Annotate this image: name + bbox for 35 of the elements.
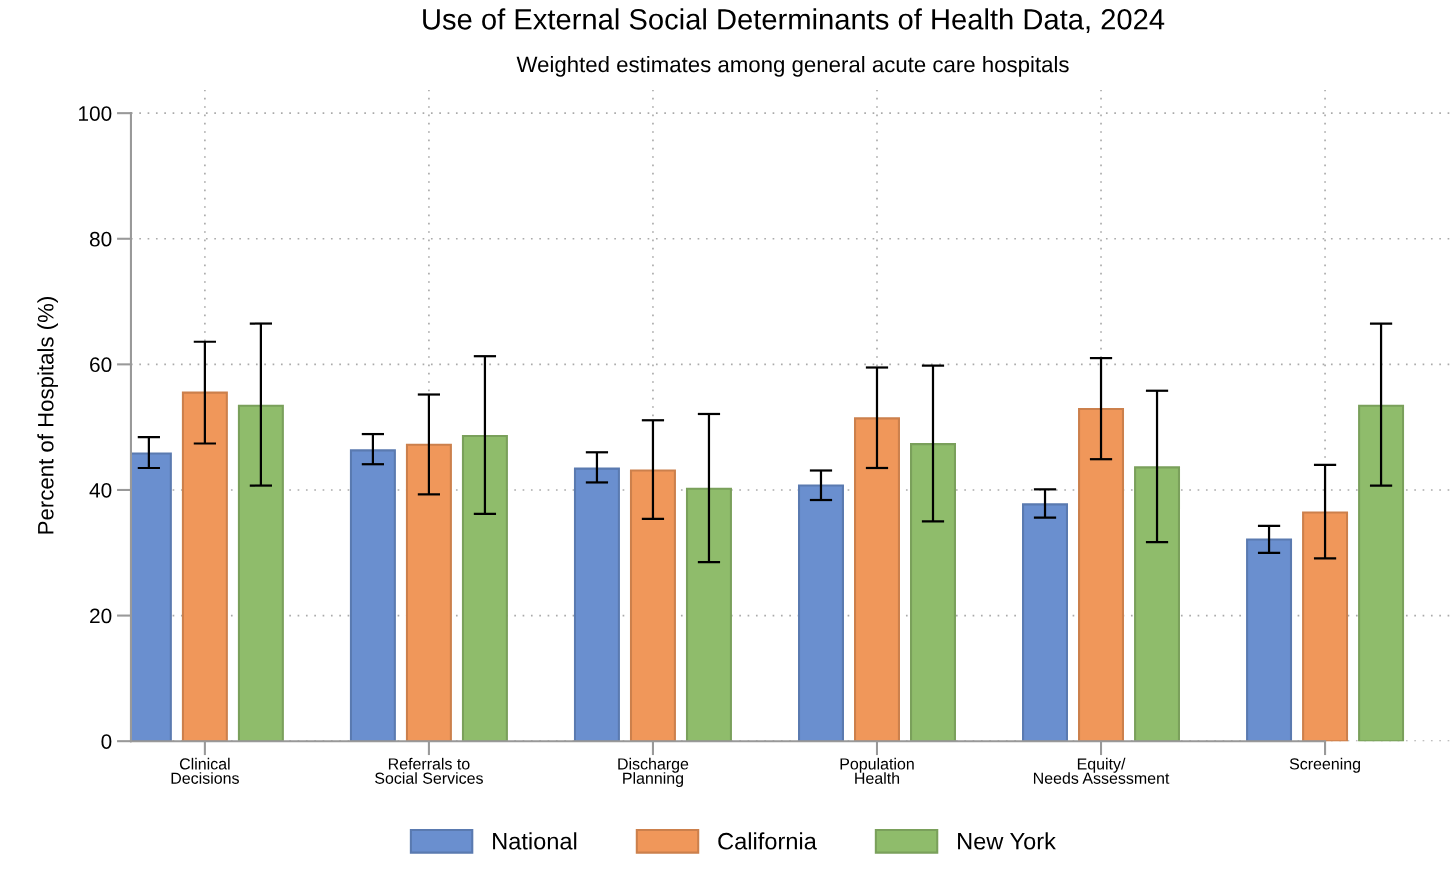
chart-title: Use of External Social Determinants of Health Data, 2024 [423,8,1165,34]
bar [573,467,620,742]
x-tick-label: Clinical Decisions [171,757,239,784]
bar [405,443,452,742]
bar [1246,538,1293,742]
legend-label: National [493,832,577,850]
bar [1078,407,1125,742]
bar [629,469,676,742]
x-tick-label: Population Health [840,757,914,784]
legend-label: California [718,832,817,850]
x-tick-label: Equity/ Needs Assessment [1033,757,1170,784]
y-tick-label: 60 [90,357,112,373]
bar [853,417,900,742]
bar [1022,503,1069,742]
y-tick-label: 40 [89,482,112,498]
chart-subtitle: Weighted estimates among general acute care hospitals [516,55,1069,77]
bar [1302,511,1349,742]
bar [1358,404,1405,742]
bar [181,391,228,742]
bar [237,404,284,742]
y-tick-label: 0 [101,734,112,749]
x-tick-label: Discharge Planning [618,757,689,788]
x-tick-label: Referrals to Social Services [375,757,483,784]
bar [797,484,844,742]
bar [910,443,956,742]
bar [1134,466,1181,742]
bar [685,487,732,742]
legend-label: New York [958,832,1056,850]
y-axis-title: Percent of Hospitals (%) [37,297,58,534]
y-tick-label: 100 [79,106,112,121]
x-tick-label: Screening [1289,757,1360,773]
y-tick-label: 20 [90,608,112,624]
bar [461,434,508,742]
y-tick-label: 80 [89,231,112,247]
bar [349,449,396,742]
